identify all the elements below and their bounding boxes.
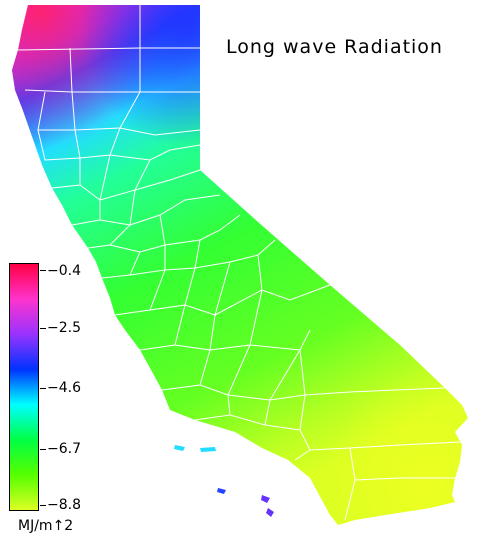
map-title: Long wave Radiation	[226, 36, 443, 58]
legend-label: −2.5	[47, 320, 81, 336]
county-boundaries	[17, 5, 461, 521]
legend-tick	[40, 270, 46, 271]
legend-label: −0.4	[47, 263, 81, 279]
legend-tick	[40, 388, 46, 389]
legend-label: −6.7	[47, 441, 81, 457]
legend-tick	[40, 328, 46, 329]
legend-label: −8.8	[47, 497, 81, 513]
color-scale-bar	[9, 263, 39, 511]
legend-tick	[40, 505, 46, 506]
channel-islands	[174, 445, 274, 517]
legend-units: MJ/m↑2	[18, 518, 74, 534]
legend-tick	[40, 449, 46, 450]
legend-label: −4.6	[47, 380, 81, 396]
